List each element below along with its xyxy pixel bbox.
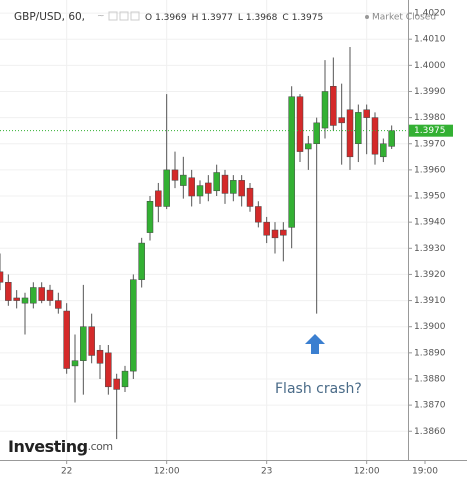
candle-body: [188, 177, 195, 197]
logo-suffix: .com: [88, 440, 113, 453]
logo: Investing.com: [8, 437, 113, 456]
candle-body: [113, 378, 120, 390]
candle-body: [146, 201, 154, 233]
candle-body: [213, 172, 220, 192]
y-tick-label: 1.3880: [414, 374, 446, 384]
ohlc-readout: O 1.3969 H 1.3977 L 1.3968 C 1.3975: [145, 13, 323, 23]
ohlc-key: L: [238, 13, 243, 23]
y-tick-label: 1.3940: [414, 218, 446, 228]
y-tick-label: 1.3930: [414, 244, 446, 254]
market-status: Market Closed: [372, 13, 436, 23]
ohlc-key: O: [145, 13, 152, 23]
candle-body: [388, 130, 395, 147]
candle-body: [238, 180, 245, 197]
candle-body: [288, 96, 295, 228]
last-price-box: [409, 124, 453, 137]
annotation: Flash crash?: [275, 381, 362, 397]
status-dot: [365, 15, 369, 19]
candle-body: [280, 229, 287, 236]
candle-body: [271, 229, 279, 239]
icon-box: [130, 11, 140, 21]
candle-body: [5, 282, 12, 301]
candle-body: [63, 310, 70, 369]
x-tick-label: 23: [261, 467, 272, 477]
chart-icon: ~: [97, 12, 105, 22]
candle-body: [205, 182, 212, 194]
candle-body: [96, 349, 104, 364]
y-tick-label: 1.3920: [414, 270, 446, 280]
candle-body: [313, 122, 320, 145]
y-tick-label: 1.3990: [414, 87, 446, 97]
y-tick-label: 1.3870: [414, 401, 446, 411]
y-tick-label: 1.3960: [414, 165, 446, 175]
candle-body: [338, 117, 345, 124]
candle-body: [155, 190, 162, 207]
y-tick-label: 1.4000: [414, 61, 446, 71]
logo-name: Investing: [8, 437, 88, 456]
y-tick-label: 1.3860: [414, 427, 446, 437]
candle-body: [105, 352, 112, 388]
candles: [0, 47, 395, 440]
y-tick-label: 1.4020: [414, 9, 446, 19]
x-tick-label: 12:00: [154, 467, 180, 477]
candle-body: [305, 143, 312, 150]
candle-body: [363, 109, 370, 118]
y-tick-label: 1.3970: [414, 139, 446, 149]
ohlc-key: H: [192, 13, 199, 23]
candle-body: [380, 143, 387, 158]
candle-body: [0, 271, 4, 283]
y-tick-label: 1.3900: [414, 322, 446, 332]
y-tick-label: 1.3980: [414, 113, 446, 123]
candle-body: [163, 169, 170, 207]
candle-body: [255, 206, 262, 223]
candle-body: [55, 300, 62, 309]
candle-body: [71, 360, 79, 367]
ohlc-value: 1.3975: [292, 13, 324, 23]
icon-box: [108, 11, 118, 21]
last-price-label: 1.3975: [414, 126, 446, 136]
candle-body: [130, 279, 137, 372]
arrow: [305, 334, 325, 354]
candle-body: [80, 326, 87, 361]
candle-body: [88, 326, 95, 356]
ohlc-value: 1.3968: [246, 13, 278, 23]
x-tick-label: 22: [61, 467, 72, 477]
y-tick-label: 1.3910: [414, 296, 446, 306]
candle-body: [355, 112, 362, 144]
candle-body: [330, 86, 337, 126]
y-tick-label: 1.3890: [414, 348, 446, 358]
candle-body: [321, 91, 329, 129]
candle-body: [21, 297, 29, 304]
candle-body: [121, 370, 129, 388]
y-tick-label: 1.3950: [414, 192, 446, 202]
candle-body: [30, 287, 37, 304]
candle-body: [230, 180, 237, 194]
y-tick-label: 1.4010: [414, 35, 446, 45]
candle-body: [246, 187, 254, 207]
ohlc-value: 1.3977: [201, 13, 233, 23]
candle-body: [196, 185, 204, 197]
candle-body: [296, 96, 304, 152]
candle-body: [180, 174, 187, 186]
candle-body: [138, 242, 145, 280]
icon-box: [119, 11, 129, 21]
candle-body: [171, 169, 179, 181]
candle-body: [221, 174, 229, 194]
ohlc-value: 1.3969: [155, 13, 187, 23]
candle-body: [38, 287, 45, 301]
candle-body: [371, 117, 379, 155]
candle-body: [263, 221, 270, 236]
x-tick-label: 19:00: [412, 467, 438, 477]
candle-body: [46, 289, 54, 301]
candle-body: [346, 109, 354, 158]
candle-body: [13, 297, 20, 301]
x-tick-label: 12:00: [354, 467, 380, 477]
symbol: GBP/USD, 60,: [14, 11, 85, 23]
ohlc-key: C: [282, 13, 288, 23]
